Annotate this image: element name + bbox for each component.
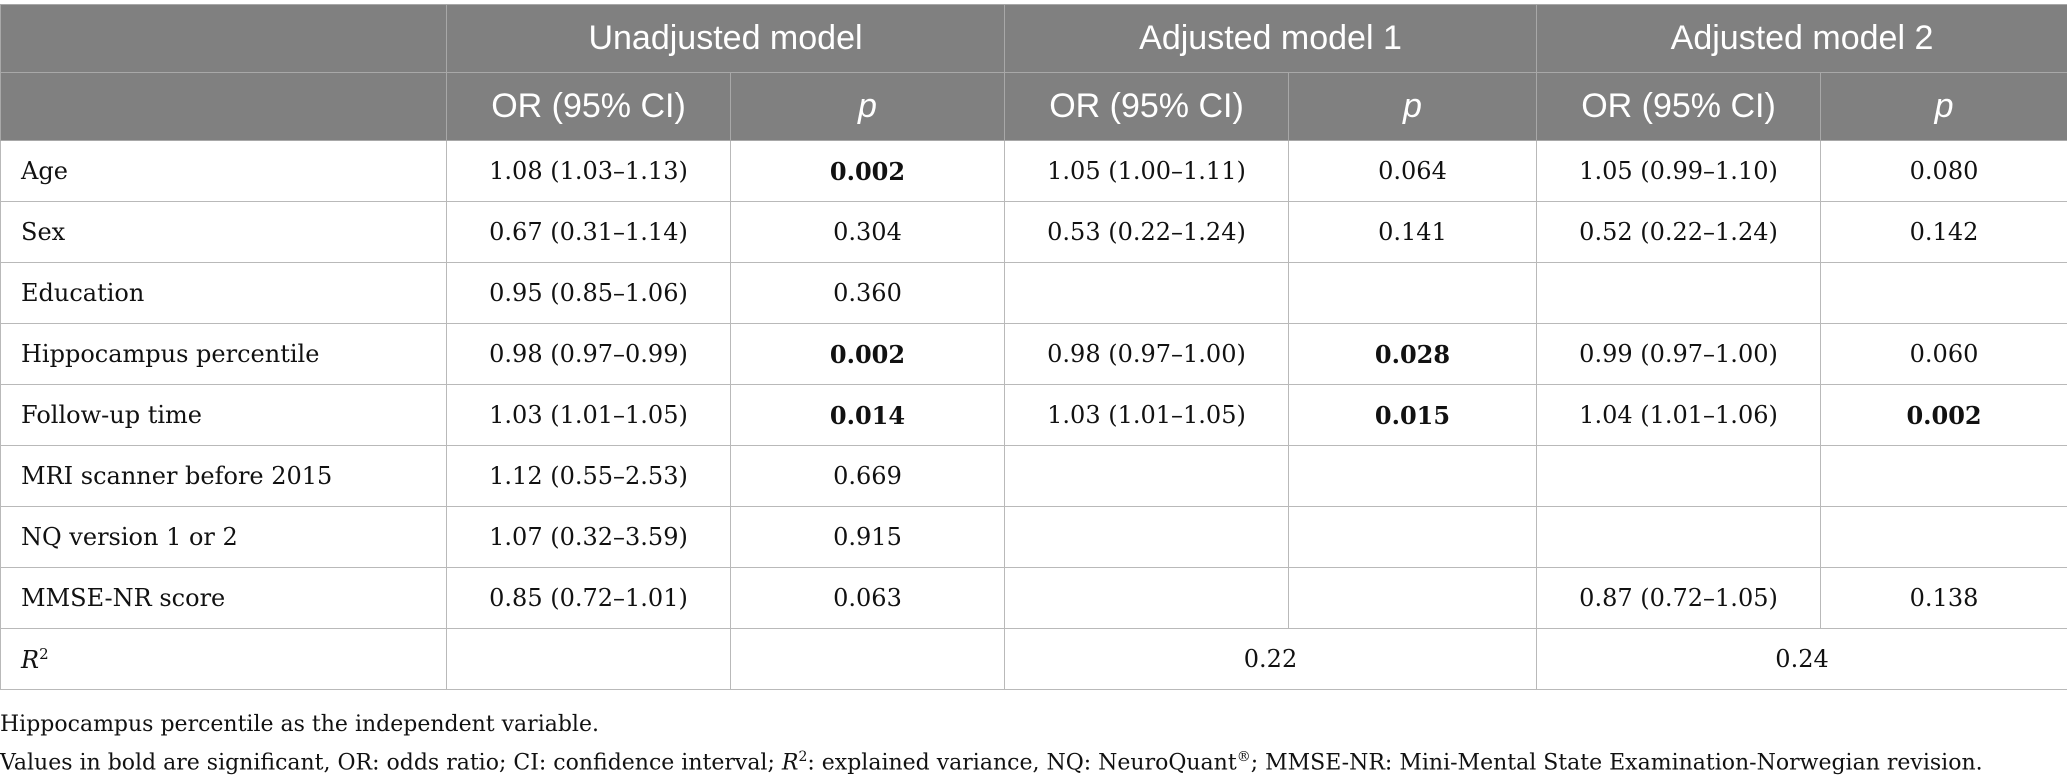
row-label-r-squared: R2 bbox=[0, 628, 447, 690]
adjusted1-or-cell bbox=[1004, 506, 1289, 568]
unadjusted-or-cell: 1.08 (1.03–1.13) bbox=[446, 140, 731, 202]
unadjusted-or-cell: 1.03 (1.01–1.05) bbox=[446, 384, 731, 446]
unadjusted-or-cell: 1.07 (0.32–3.59) bbox=[446, 506, 731, 568]
adjusted1-p-cell bbox=[1287, 506, 1538, 568]
adjusted1-r2-cell: 0.22 bbox=[1003, 628, 1538, 690]
table-row-education: Education 0.95 (0.85–1.06) 0.360 bbox=[0, 262, 2067, 324]
row-label: Sex bbox=[0, 201, 447, 263]
row-label: Age bbox=[0, 140, 447, 202]
table-row-r-squared: R2 0.22 0.24 bbox=[0, 628, 2067, 690]
adjusted2-p-cell bbox=[1820, 262, 2067, 324]
footnote-r-superscript: 2 bbox=[798, 749, 808, 765]
unadjusted-or-cell: 0.85 (0.72–1.01) bbox=[446, 567, 731, 629]
header-adjusted-model-2: Adjusted model 2 bbox=[1536, 4, 2067, 73]
footnote-line-1: Hippocampus percentile as the independen… bbox=[0, 712, 599, 737]
adjusted2-or-cell: 1.04 (1.01–1.06) bbox=[1536, 384, 1822, 446]
header-p-value: p bbox=[1820, 72, 2067, 141]
row-label: Education bbox=[0, 262, 447, 324]
unadjusted-p-cell: 0.063 bbox=[730, 567, 1005, 629]
adjusted1-p-cell: 0.064 bbox=[1287, 140, 1538, 202]
adjusted2-p-cell bbox=[1820, 506, 2067, 568]
adjusted2-r2-cell: 0.24 bbox=[1536, 628, 2067, 690]
unadjusted-p-cell: 0.002 bbox=[730, 323, 1005, 385]
adjusted1-or-cell bbox=[1004, 445, 1289, 507]
adjusted2-p-cell: 0.142 bbox=[1820, 201, 2067, 263]
header-or-ci: OR (95% CI) bbox=[446, 72, 731, 141]
header-adjusted-model-1: Adjusted model 1 bbox=[1003, 4, 1538, 73]
adjusted1-or-cell: 1.03 (1.01–1.05) bbox=[1004, 384, 1289, 446]
table-row-hippocampus-percentile: Hippocampus percentile 0.98 (0.97–0.99) … bbox=[0, 323, 2067, 385]
adjusted2-p-cell: 0.080 bbox=[1820, 140, 2067, 202]
header-row-metrics: OR (95% CI) p OR (95% CI) p OR (95% CI) … bbox=[0, 72, 2067, 141]
unadjusted-p-cell: 0.915 bbox=[730, 506, 1005, 568]
unadjusted-or-cell: 1.12 (0.55–2.53) bbox=[446, 445, 731, 507]
adjusted1-or-cell bbox=[1004, 567, 1289, 629]
header-row-models: Unadjusted model Adjusted model 1 Adjust… bbox=[0, 4, 2067, 73]
footnote-line-2: Values in bold are significant, OR: odds… bbox=[0, 741, 1983, 779]
unadjusted-p-cell: 0.669 bbox=[730, 445, 1005, 507]
header-or-ci: OR (95% CI) bbox=[1536, 72, 1822, 141]
footnote-text-c: ; MMSE-NR: Mini-Mental State Examination… bbox=[1250, 750, 1983, 776]
adjusted1-or-cell bbox=[1004, 262, 1289, 324]
table-row-follow-up-time: Follow-up time 1.03 (1.01–1.05) 0.014 1.… bbox=[0, 384, 2067, 446]
row-label: MMSE-NR score bbox=[0, 567, 447, 629]
table-row-age: Age 1.08 (1.03–1.13) 0.002 1.05 (1.00–1.… bbox=[0, 140, 2067, 202]
adjusted2-or-cell bbox=[1536, 262, 1822, 324]
r-superscript: 2 bbox=[39, 644, 49, 663]
adjusted1-p-cell: 0.015 bbox=[1287, 384, 1538, 446]
adjusted2-p-cell: 0.060 bbox=[1820, 323, 2067, 385]
row-label: Follow-up time bbox=[0, 384, 447, 446]
adjusted2-or-cell: 0.87 (0.72–1.05) bbox=[1536, 567, 1822, 629]
footnote-text-a: Values in bold are significant, OR: odds… bbox=[0, 750, 782, 776]
adjusted1-p-cell bbox=[1287, 262, 1538, 324]
adjusted1-p-cell: 0.141 bbox=[1287, 201, 1538, 263]
adjusted2-p-cell: 0.138 bbox=[1820, 567, 2067, 629]
unadjusted-r2-cell-empty bbox=[730, 628, 1005, 690]
adjusted2-or-cell: 0.99 (0.97–1.00) bbox=[1536, 323, 1822, 385]
header-p-value: p bbox=[730, 72, 1005, 141]
adjusted1-or-cell: 1.05 (1.00–1.11) bbox=[1004, 140, 1289, 202]
unadjusted-r2-cell bbox=[446, 628, 731, 690]
r-symbol: R bbox=[21, 645, 40, 674]
results-table: Unadjusted model Adjusted model 1 Adjust… bbox=[0, 4, 2067, 690]
header-unadjusted-model: Unadjusted model bbox=[446, 4, 1005, 73]
unadjusted-or-cell: 0.95 (0.85–1.06) bbox=[446, 262, 731, 324]
table-row-nq-version: NQ version 1 or 2 1.07 (0.32–3.59) 0.915 bbox=[0, 506, 2067, 568]
adjusted2-or-cell: 1.05 (0.99–1.10) bbox=[1536, 140, 1822, 202]
table-row-sex: Sex 0.67 (0.31–1.14) 0.304 0.53 (0.22–1.… bbox=[0, 201, 2067, 263]
adjusted2-or-cell bbox=[1536, 506, 1822, 568]
header-blank-cell bbox=[0, 72, 447, 141]
table-row-mmse-nr-score: MMSE-NR score 0.85 (0.72–1.01) 0.063 0.8… bbox=[0, 567, 2067, 629]
table-footnotes: Hippocampus percentile as the independen… bbox=[0, 708, 1983, 779]
adjusted1-p-cell: 0.028 bbox=[1287, 323, 1538, 385]
footnote-registered-mark: ® bbox=[1236, 749, 1251, 765]
adjusted1-or-cell: 0.53 (0.22–1.24) bbox=[1004, 201, 1289, 263]
adjusted2-or-cell bbox=[1536, 445, 1822, 507]
unadjusted-or-cell: 0.67 (0.31–1.14) bbox=[446, 201, 731, 263]
header-or-ci: OR (95% CI) bbox=[1004, 72, 1289, 141]
unadjusted-p-cell: 0.360 bbox=[730, 262, 1005, 324]
row-label: Hippocampus percentile bbox=[0, 323, 447, 385]
unadjusted-p-cell: 0.304 bbox=[730, 201, 1005, 263]
unadjusted-p-cell: 0.002 bbox=[730, 140, 1005, 202]
adjusted2-p-cell: 0.002 bbox=[1820, 384, 2067, 446]
adjusted1-p-cell bbox=[1287, 567, 1538, 629]
row-label: MRI scanner before 2015 bbox=[0, 445, 447, 507]
adjusted2-or-cell: 0.52 (0.22–1.24) bbox=[1536, 201, 1822, 263]
unadjusted-or-cell: 0.98 (0.97–0.99) bbox=[446, 323, 731, 385]
adjusted2-p-cell bbox=[1820, 445, 2067, 507]
adjusted1-or-cell: 0.98 (0.97–1.00) bbox=[1004, 323, 1289, 385]
adjusted1-p-cell bbox=[1287, 445, 1538, 507]
header-blank-cell bbox=[0, 4, 447, 73]
results-table-container: Unadjusted model Adjusted model 1 Adjust… bbox=[0, 4, 2067, 690]
row-label: NQ version 1 or 2 bbox=[0, 506, 447, 568]
footnote-text-b: : explained variance, NQ: NeuroQuant bbox=[807, 750, 1237, 776]
footnote-r-symbol: R bbox=[781, 750, 799, 776]
header-p-value: p bbox=[1287, 72, 1538, 141]
unadjusted-p-cell: 0.014 bbox=[730, 384, 1005, 446]
table-row-mri-scanner: MRI scanner before 2015 1.12 (0.55–2.53)… bbox=[0, 445, 2067, 507]
